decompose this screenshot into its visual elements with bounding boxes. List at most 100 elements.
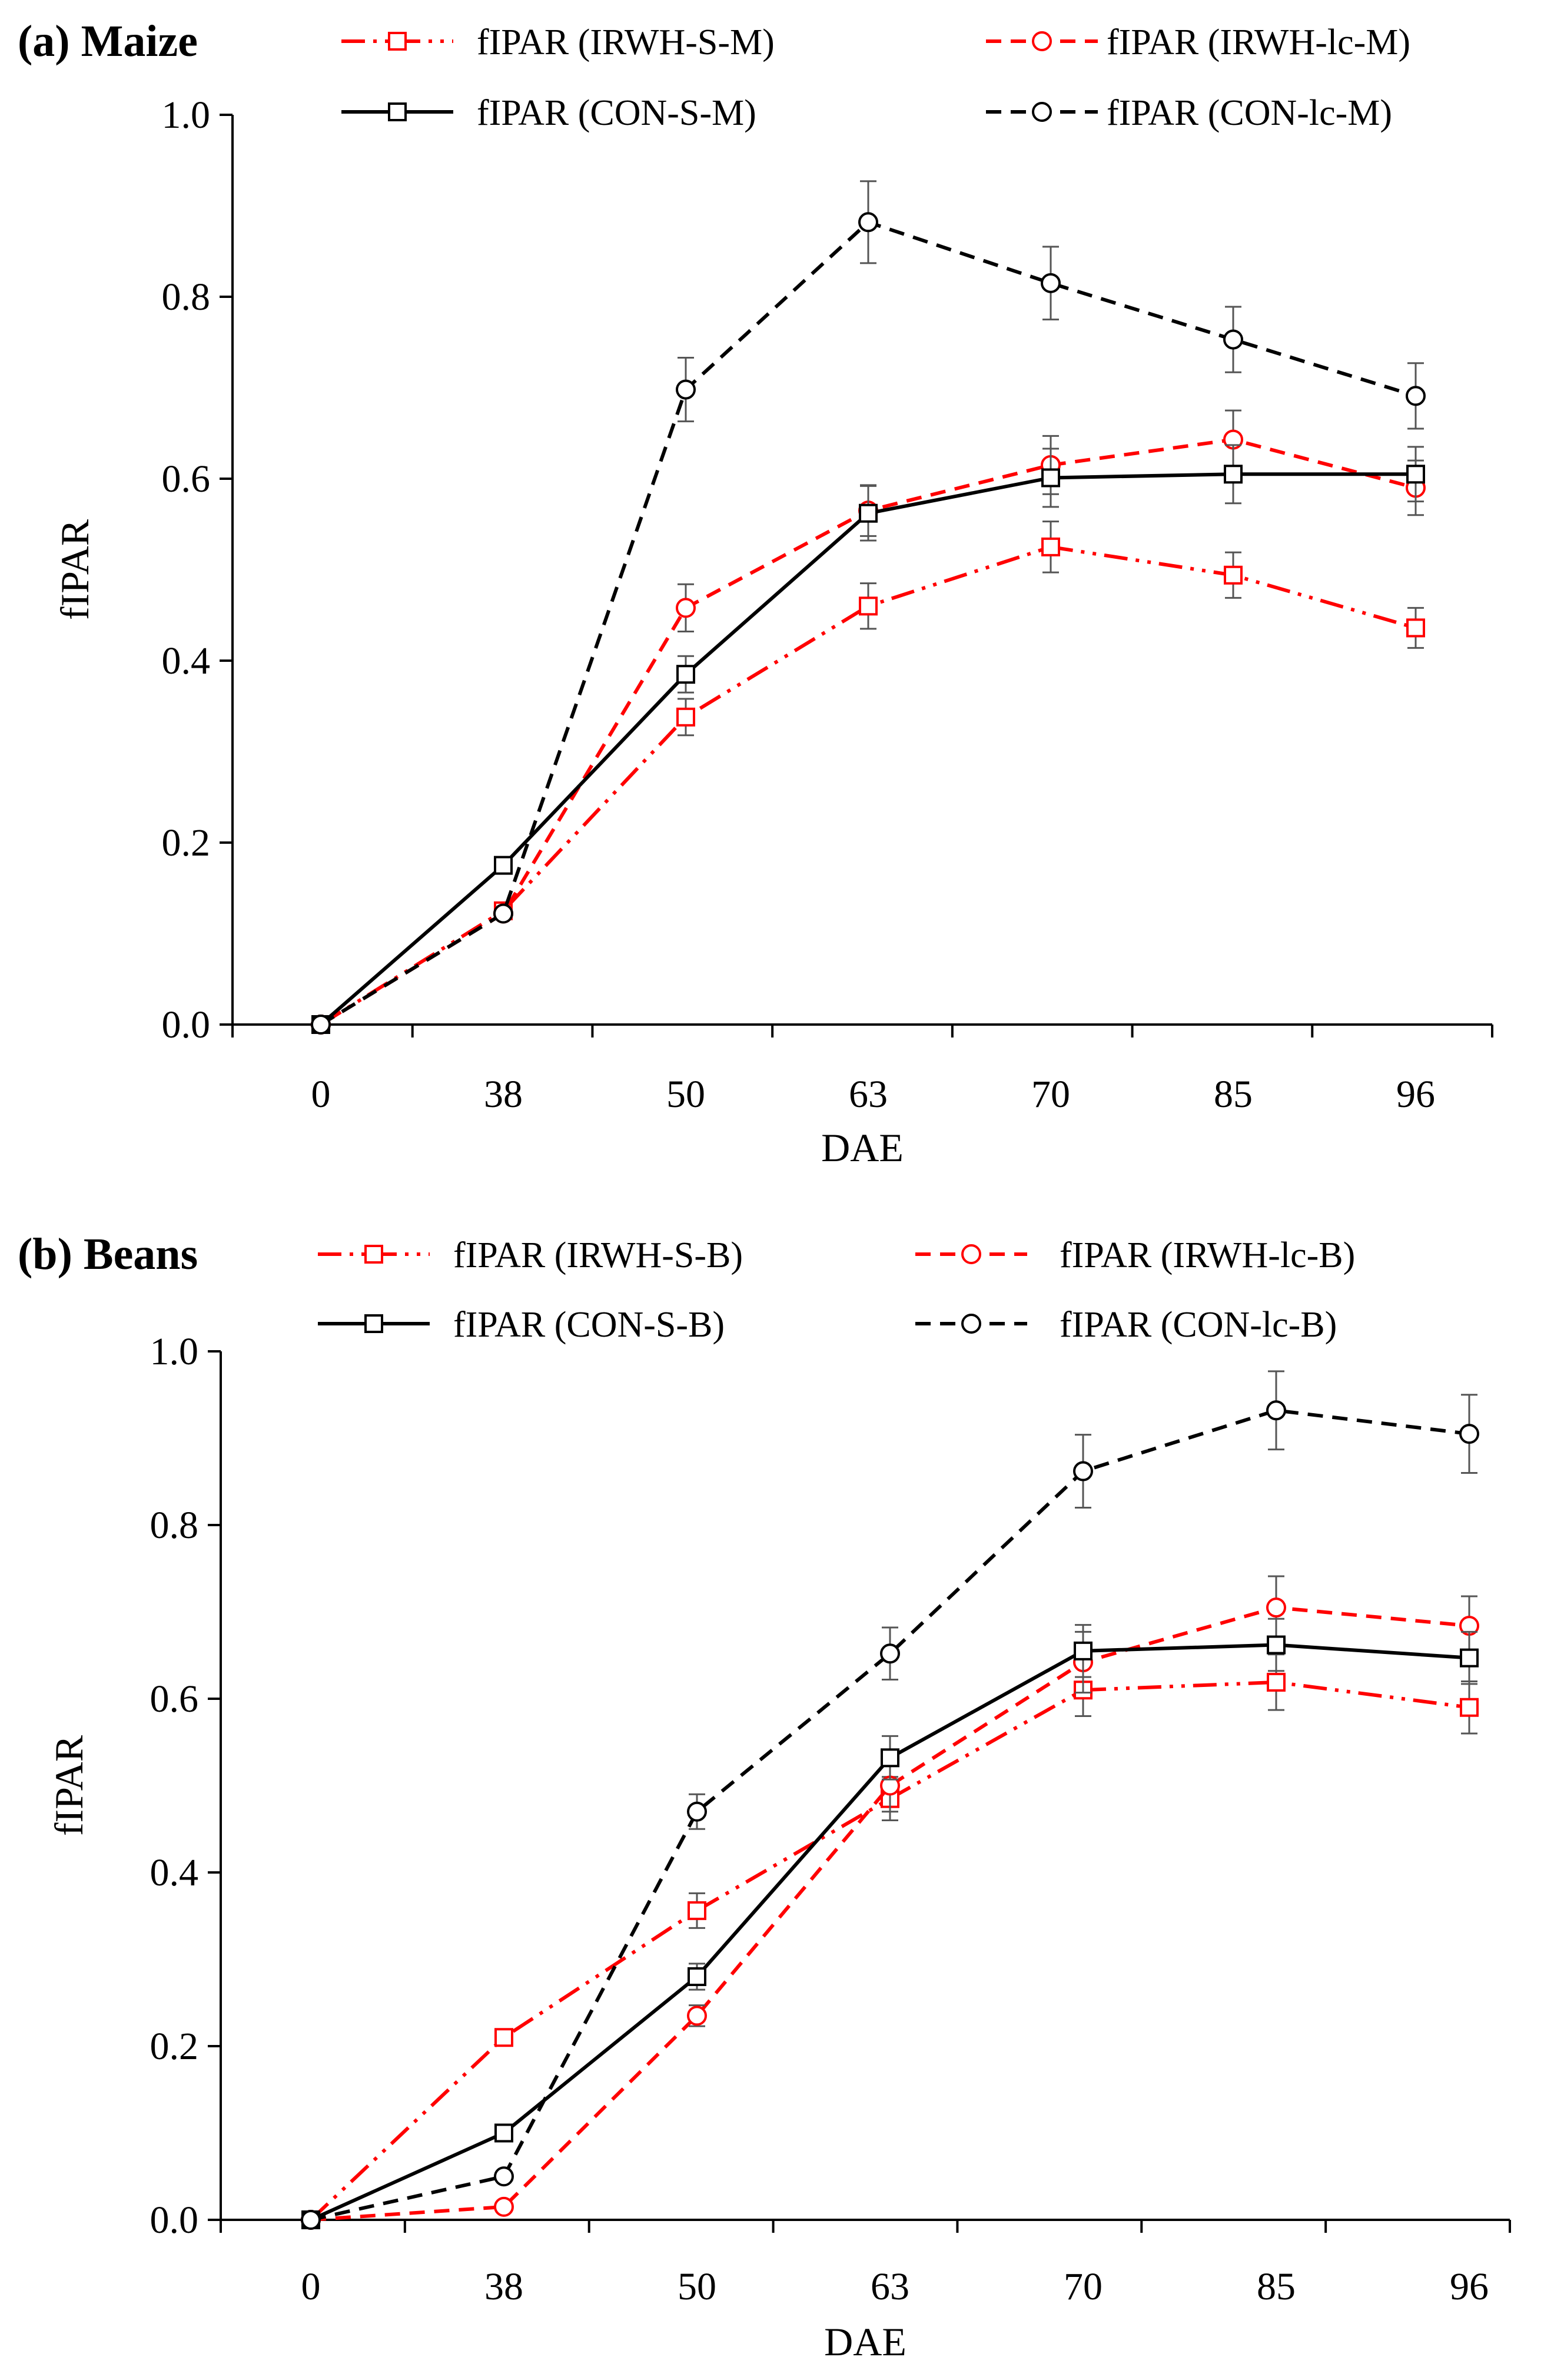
legend: fIPAR (IRWH-S-B) fIPAR (IRWH-lc-B) fIPAR (… — [318, 1235, 1355, 1345]
legend-item: fIPAR (CON-S-B) — [318, 1305, 725, 1345]
y-tick-label: 0.0 — [162, 1003, 211, 1046]
legend-label: fIPAR (IRWH-lc-M) — [1107, 22, 1410, 62]
data-point — [311, 1015, 331, 1035]
legend-item: fIPAR (IRWH-S-B) — [318, 1235, 743, 1275]
legend-marker — [961, 1314, 981, 1334]
data-point — [1041, 468, 1060, 488]
legend-label: fIPAR (CON-S-B) — [453, 1305, 725, 1345]
y-axis-label: fIPAR — [47, 1735, 91, 1836]
x-tick-label: 0 — [301, 2265, 321, 2308]
x-tick-label: 96 — [1396, 1073, 1435, 1116]
legend-item: fIPAR (CON-lc-M) — [986, 93, 1392, 133]
x-tick-label: 63 — [871, 2265, 909, 2308]
series-1 — [311, 521, 1425, 1034]
data-point — [494, 2123, 513, 2143]
y-tick-label: 1.0 — [150, 1330, 199, 1373]
data-point — [1073, 1461, 1093, 1481]
data-point — [494, 2028, 513, 2047]
y-tick-label: 1.0 — [162, 94, 211, 137]
y-tick-label: 0.8 — [150, 1504, 199, 1547]
data-point — [1041, 273, 1061, 293]
series-line — [310, 1643, 1470, 2222]
data-point — [1041, 537, 1060, 556]
series-4 — [311, 180, 1426, 1035]
data-point — [1224, 565, 1243, 585]
data-point — [676, 707, 695, 727]
data-point — [676, 379, 696, 400]
data-point — [688, 1967, 706, 1986]
series-line — [320, 472, 1416, 1026]
data-point — [301, 2210, 321, 2230]
data-point — [1074, 1641, 1093, 1660]
data-point — [1223, 329, 1243, 350]
data-point — [494, 2196, 514, 2217]
y-tick-label: 0.4 — [162, 639, 211, 682]
x-tick-label: 50 — [678, 2265, 716, 2308]
legend-marker — [388, 32, 407, 51]
data-point — [494, 856, 513, 875]
data-point — [859, 503, 878, 523]
data-point — [1224, 465, 1243, 484]
data-point — [858, 212, 878, 233]
data-point — [1406, 618, 1425, 638]
legend-marker — [364, 1314, 383, 1333]
data-point — [687, 1801, 707, 1822]
x-tick-label: 70 — [1031, 1073, 1070, 1116]
legend-item: fIPAR (IRWH-lc-B) — [915, 1235, 1355, 1275]
y-axis-label: fIPAR — [52, 519, 97, 620]
legend-marker — [961, 1244, 981, 1264]
legend-marker — [388, 102, 407, 121]
y-tick-label: 0.4 — [150, 1851, 199, 1894]
data-point — [676, 665, 695, 684]
x-tick-label: 38 — [484, 2265, 523, 2308]
y-tick-label: 0.6 — [150, 1678, 199, 1721]
data-point — [688, 1901, 706, 1920]
legend-marker — [1032, 102, 1052, 122]
data-point — [494, 2166, 514, 2187]
legend-label: fIPAR (CON-S-M) — [477, 93, 756, 133]
data-point — [1460, 1648, 1479, 1668]
data-point — [1459, 1424, 1479, 1444]
data-point — [1266, 1597, 1286, 1618]
x-tick-label: 96 — [1450, 2265, 1489, 2308]
y-tick-label: 0.8 — [162, 276, 211, 319]
series-4 — [301, 1370, 1479, 2230]
legend-item: fIPAR (CON-S-M) — [341, 93, 756, 133]
chart-panel-maize: (a) Maize 0.0 0.2 0.4 0.6 0.8 1.0 0 38 50 63 70 85 96… — [18, 16, 1493, 1170]
x-tick-label: 50 — [666, 1073, 705, 1116]
legend-label: fIPAR (IRWH-S-B) — [453, 1235, 743, 1275]
panel-title: (a) Maize — [18, 16, 198, 66]
legend-item: fIPAR (IRWH-lc-M) — [986, 22, 1410, 62]
data-point — [880, 1643, 900, 1664]
x-tick-label: 85 — [1257, 2265, 1296, 2308]
chart-panel-beans: (b) Beans 0.0 0.2 0.4 0.6 0.8 1.0 0 38 50 63 70 85 96… — [18, 1229, 1511, 2364]
data-point — [687, 2006, 707, 2026]
legend-item: fIPAR (CON-lc-B) — [915, 1305, 1337, 1345]
legend: fIPAR (IRWH-S-M) fIPAR (IRWH-lc-M) fIPAR (… — [341, 22, 1410, 133]
x-tick-label: 38 — [484, 1073, 523, 1116]
data-point — [676, 598, 696, 618]
y-tick-label: 0.2 — [150, 2025, 199, 2068]
data-point — [493, 903, 513, 924]
legend-label: fIPAR (IRWH-S-M) — [477, 22, 775, 62]
data-point — [1406, 386, 1426, 406]
data-point — [1460, 1698, 1479, 1717]
series-line — [310, 1606, 1470, 2222]
data-point — [1266, 1400, 1286, 1421]
legend-label: fIPAR (IRWH-lc-B) — [1060, 1235, 1355, 1275]
x-tick-label: 0 — [311, 1073, 331, 1116]
data-point — [881, 1748, 899, 1768]
legend-item: fIPAR (IRWH-S-M) — [341, 22, 775, 62]
data-point — [1406, 465, 1425, 484]
legend-label: fIPAR (CON-lc-B) — [1060, 1305, 1337, 1345]
y-tick-label: 0.2 — [162, 821, 211, 864]
x-axis-label: DAE — [824, 2319, 906, 2364]
data-point — [859, 596, 878, 616]
x-tick-label: 85 — [1214, 1073, 1253, 1116]
series-3 — [301, 1617, 1479, 2229]
x-tick-label: 63 — [849, 1073, 888, 1116]
series-3 — [311, 444, 1425, 1034]
y-tick-label: 0.6 — [162, 458, 211, 500]
data-point — [1267, 1635, 1286, 1655]
